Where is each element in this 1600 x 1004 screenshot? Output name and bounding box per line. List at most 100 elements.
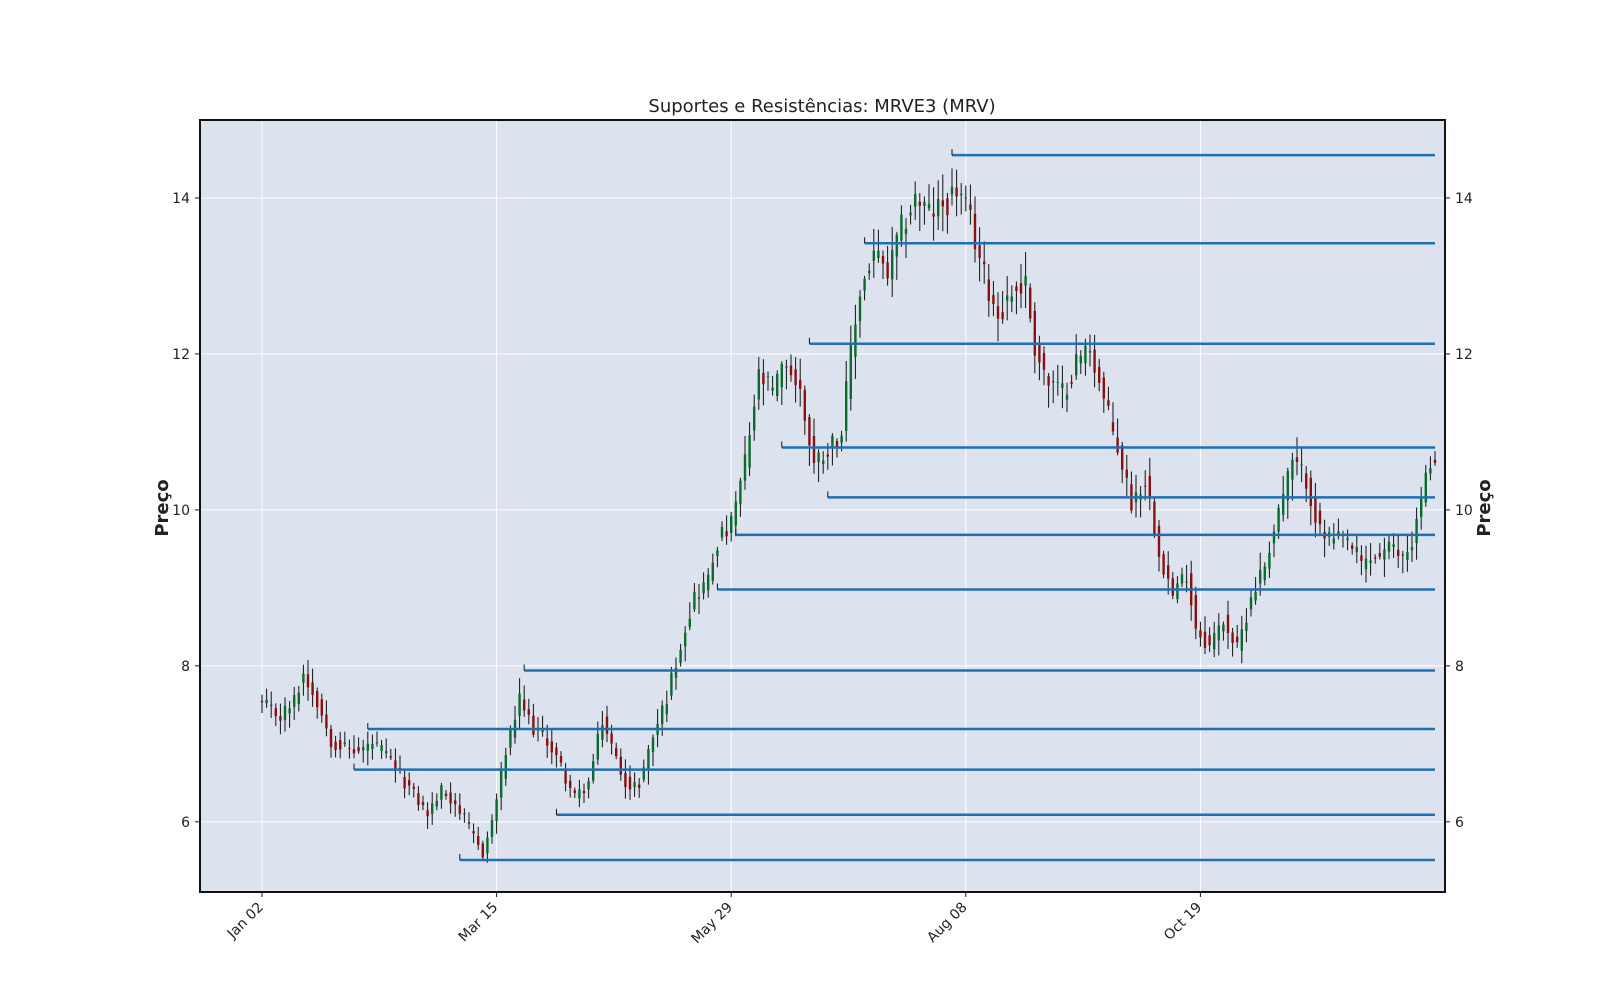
candle-body-down	[955, 187, 958, 197]
candle-body-up	[293, 694, 296, 707]
candle-body-up	[642, 767, 645, 780]
candle-body-up	[849, 344, 852, 399]
candle-body-down	[329, 728, 333, 748]
candle-body-down	[1088, 351, 1092, 353]
candle-body-up	[900, 214, 903, 241]
x-tick-label: Mar 15	[456, 900, 502, 946]
candle-body-down	[1351, 545, 1354, 549]
candle-body-up	[891, 250, 894, 280]
candle-body-up	[771, 387, 774, 391]
candle-body-up	[872, 250, 875, 261]
candle-body-up	[1332, 538, 1335, 544]
candle-body-down	[762, 372, 765, 385]
candle-body-down	[1107, 400, 1110, 406]
candle-body-down	[1015, 286, 1018, 292]
candle-body-down	[527, 709, 530, 715]
candle-body-up	[923, 201, 926, 206]
candle-body-down	[532, 715, 535, 735]
candle-body-down	[932, 213, 935, 217]
x-tick-label: Aug 08	[924, 900, 970, 946]
candle-body-down	[1397, 549, 1400, 557]
candle-body-up	[1406, 551, 1409, 560]
candle-body-up	[831, 435, 834, 448]
y-tick-label-right: 10	[1455, 503, 1473, 519]
candle-body-up	[1429, 468, 1432, 474]
x-tick-label: May 29	[688, 900, 736, 948]
candle-body-down	[1125, 469, 1128, 478]
candle-body-down	[546, 738, 549, 746]
candle-body-up	[950, 186, 954, 195]
candle-body-down	[1121, 445, 1124, 470]
candle-body-up	[757, 369, 760, 400]
candle-body-down	[1199, 630, 1202, 638]
candle-body-down	[628, 776, 632, 790]
candle-body-up	[270, 704, 273, 706]
candle-body-up	[748, 435, 751, 468]
candle-body-down	[1153, 501, 1156, 536]
support-resistance-lines	[353, 149, 1435, 862]
candle-body-down	[785, 366, 788, 368]
candle-body-up	[877, 250, 880, 258]
candle-body-down	[334, 741, 337, 750]
candle-body-up	[863, 278, 866, 291]
candle-body-up	[1079, 355, 1082, 364]
candle-body-down	[918, 201, 921, 206]
candle-body-down	[1318, 510, 1322, 525]
candle-body-down	[610, 733, 613, 744]
candle-body-up	[1263, 566, 1266, 581]
candle-body-down	[426, 810, 429, 817]
candle-body-up	[297, 692, 300, 705]
candle-body-down	[1162, 554, 1165, 575]
candle-body-up	[431, 803, 434, 814]
candle-body-up	[596, 733, 599, 760]
candle-body-up	[1424, 472, 1427, 503]
candle-body-up	[904, 228, 908, 235]
candle-body-up	[1254, 591, 1257, 601]
candle-body-up	[651, 737, 655, 753]
candle-body-up	[1217, 625, 1220, 641]
candle-body-down	[339, 740, 342, 750]
candle-body-up	[697, 597, 701, 599]
candle-body-down	[352, 749, 356, 754]
candle-body-up	[490, 820, 494, 837]
candle-body-down	[449, 792, 452, 804]
candle-body-up	[509, 728, 512, 748]
candle-body-down	[412, 786, 415, 789]
candle-body-up	[1272, 531, 1276, 544]
candle-body-down	[1157, 525, 1161, 557]
candle-body-up	[500, 768, 503, 798]
candle-body-up	[1222, 624, 1225, 632]
candle-body-up	[854, 324, 857, 357]
candle-body-up	[343, 742, 346, 745]
candle-body-up	[1392, 544, 1395, 548]
candle-body-up	[684, 632, 687, 647]
grid-lines	[200, 120, 1445, 892]
candle-body-up	[960, 193, 963, 196]
candle-body-down	[624, 772, 627, 788]
candle-body-down	[279, 716, 282, 721]
candle-body-down	[946, 198, 949, 216]
candle-body-down	[325, 714, 328, 729]
candle-body-up	[288, 708, 291, 714]
candle-body-down	[941, 200, 944, 207]
candles	[260, 168, 1437, 863]
candle-body-down	[1203, 631, 1207, 648]
candle-body-down	[477, 836, 480, 845]
candle-body-up	[927, 203, 931, 209]
candle-body-up	[702, 582, 705, 594]
candle-body-up	[730, 515, 733, 533]
candle-body-up	[1213, 632, 1216, 650]
candle-body-down	[725, 531, 728, 537]
plot-background	[200, 120, 1445, 892]
candle-body-up	[283, 705, 287, 720]
candle-body-up	[1061, 383, 1064, 388]
candle-body-up	[661, 705, 664, 725]
candle-body-down	[1116, 437, 1119, 453]
candle-body-up	[1249, 597, 1253, 610]
candle-body-down	[454, 800, 457, 805]
candle-body-down	[1033, 310, 1036, 356]
candle-body-up	[1240, 629, 1243, 651]
candle-body-up	[693, 591, 696, 610]
candle-body-down	[1314, 496, 1317, 523]
